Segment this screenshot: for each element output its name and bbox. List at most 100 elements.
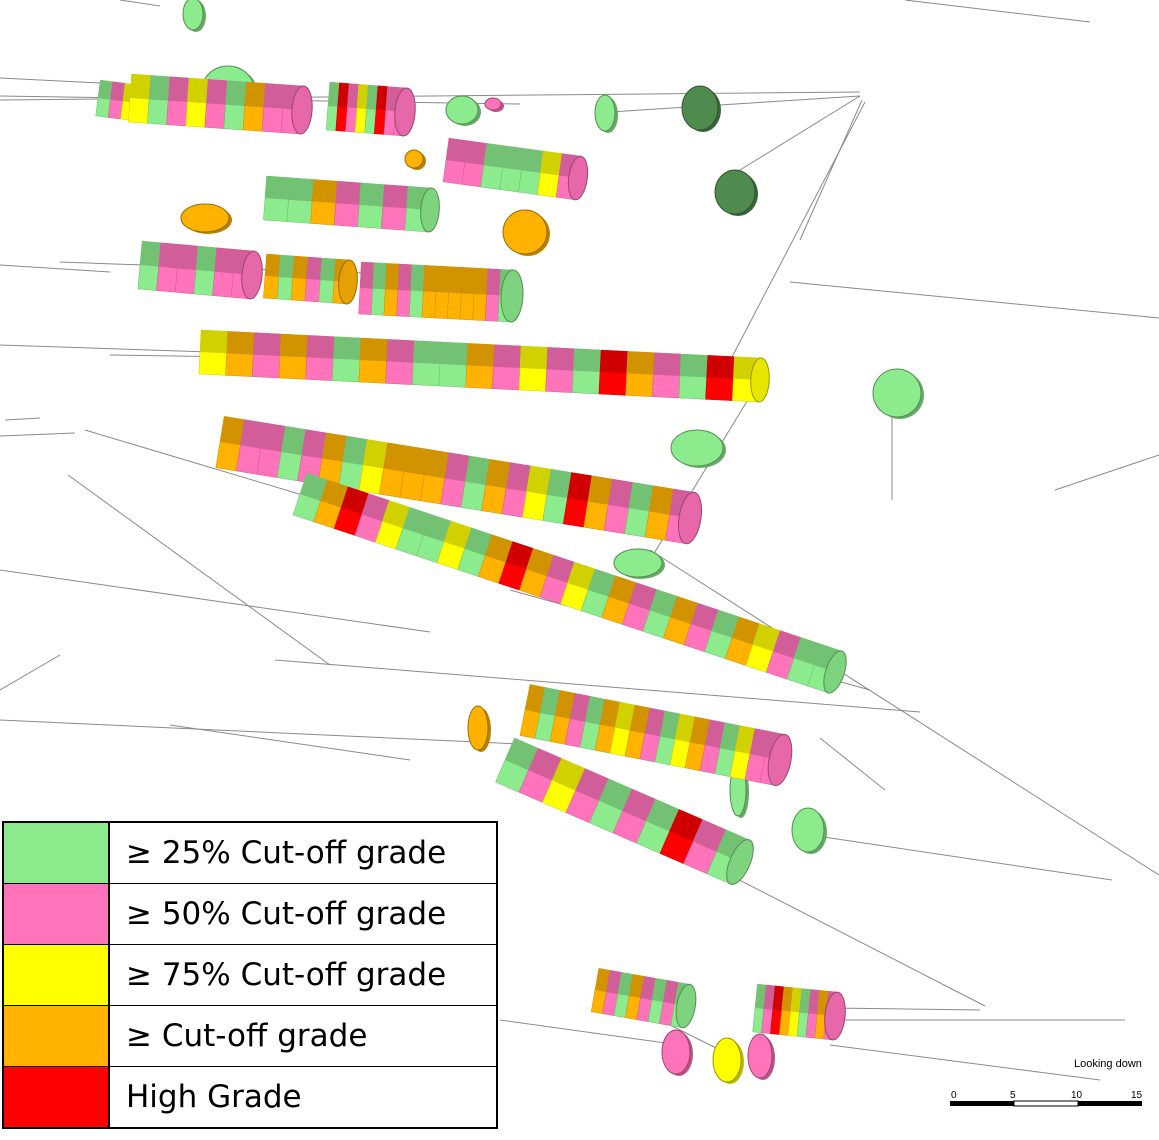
scale-bar bbox=[950, 1100, 1142, 1107]
grade-interval-shade bbox=[585, 696, 606, 725]
legend-swatch bbox=[4, 1067, 110, 1127]
grade-interval-shade bbox=[280, 334, 308, 358]
drill-trace bbox=[4, 417, 41, 421]
grade-interval-shade bbox=[461, 267, 476, 294]
legend-swatch bbox=[4, 884, 110, 944]
grade-interval-shade bbox=[663, 980, 679, 1004]
drill-trace bbox=[0, 569, 431, 633]
grade-interval-shade bbox=[386, 339, 415, 363]
grade-interval-shade bbox=[98, 80, 113, 100]
grade-legend: ≥ 25% Cut-off grade ≥ 50% Cut-off grade … bbox=[2, 821, 498, 1129]
grade-interval-shade bbox=[363, 439, 388, 469]
grade-interval-shade bbox=[265, 176, 291, 200]
interval-face bbox=[747, 1033, 773, 1079]
drillhole-r3b bbox=[263, 253, 358, 305]
grade-interval-shade bbox=[265, 254, 281, 277]
grade-interval-shade bbox=[306, 335, 335, 359]
grade-interval-shade bbox=[226, 331, 255, 355]
grade-interval-shade bbox=[587, 475, 613, 505]
grade-interval-shade bbox=[168, 76, 190, 102]
legend-label: High Grade bbox=[126, 1079, 302, 1115]
drillhole-r2a bbox=[263, 175, 440, 233]
grade-interval-shade bbox=[711, 610, 740, 638]
grade-interval-shade bbox=[626, 351, 655, 375]
grade-interval-shade bbox=[660, 710, 681, 740]
drillhole-r5a bbox=[215, 416, 703, 545]
grade-interval-shade bbox=[680, 354, 708, 378]
legend-swatch bbox=[4, 1006, 110, 1066]
grade-interval-shade bbox=[630, 705, 651, 734]
grade-interval-shade bbox=[444, 521, 472, 549]
grade-interval-shade bbox=[301, 429, 327, 459]
grade-interval-shade bbox=[526, 465, 552, 495]
grade-interval-shade bbox=[385, 86, 398, 112]
drillhole-r7a bbox=[519, 684, 793, 787]
grade-interval-shade bbox=[763, 985, 776, 1010]
grade-interval-shade bbox=[366, 85, 378, 110]
grade-interval-shade bbox=[402, 507, 431, 536]
grade-interval-shade bbox=[436, 266, 451, 293]
grade-interval-shade bbox=[799, 988, 811, 1014]
grade-interval-shade bbox=[485, 534, 513, 563]
drillhole-r1c bbox=[325, 81, 416, 137]
scale-tick-label: 0 bbox=[951, 1090, 957, 1101]
grade-interval-shade bbox=[617, 972, 633, 996]
drillhole-end-cap bbox=[823, 650, 847, 694]
grade-interval-shade bbox=[253, 332, 282, 356]
grade-interval-shade bbox=[158, 242, 180, 269]
grade-interval-shade bbox=[546, 347, 575, 371]
drill-trace bbox=[169, 724, 411, 761]
grade-interval-shade bbox=[595, 968, 611, 992]
grade-interval-shade bbox=[567, 472, 592, 502]
grade-interval-shade bbox=[464, 527, 493, 556]
grade-interval-shade bbox=[320, 479, 349, 508]
grade-interval-shade bbox=[446, 138, 468, 163]
grade-interval-shade bbox=[599, 778, 633, 811]
grade-interval-shade bbox=[220, 416, 245, 446]
drill-trace bbox=[819, 737, 886, 791]
grade-interval-shade bbox=[281, 426, 306, 456]
grade-interval-shade bbox=[423, 265, 438, 292]
legend-label: ≥ 50% Cut-off grade bbox=[126, 896, 447, 932]
drillhole-r2b bbox=[442, 137, 589, 201]
grade-interval-shade bbox=[342, 436, 368, 466]
scale-tick-label: 15 bbox=[1131, 1090, 1143, 1101]
grade-interval-shade bbox=[645, 708, 666, 737]
grade-interval-shade bbox=[444, 452, 470, 482]
scale-tick-label: 10 bbox=[1071, 1090, 1083, 1101]
grade-interval-shade bbox=[398, 264, 413, 291]
grade-interval-shade bbox=[505, 541, 534, 570]
grade-interval-shade bbox=[653, 352, 682, 376]
drill-trace bbox=[904, 0, 1091, 23]
drillhole-end-cap bbox=[824, 991, 846, 1041]
drill-trace bbox=[0, 344, 211, 353]
drillhole-end-cap bbox=[567, 155, 589, 201]
view-direction-label: Looking down bbox=[1074, 1058, 1142, 1070]
interval-face bbox=[445, 95, 479, 125]
grade-interval-shade bbox=[706, 355, 735, 379]
grade-interval-shade bbox=[690, 716, 711, 746]
grade-interval-shade bbox=[483, 143, 506, 168]
grade-interval-shade bbox=[606, 970, 622, 994]
grade-interval-shade bbox=[735, 725, 756, 755]
grade-interval-shade bbox=[640, 976, 656, 1000]
grade-interval-shade bbox=[528, 748, 562, 781]
grade-interval-shade bbox=[382, 500, 410, 529]
grade-interval-shade bbox=[465, 455, 490, 485]
grade-interval-shade bbox=[328, 82, 340, 107]
interval-face bbox=[714, 169, 756, 215]
grade-interval-shade bbox=[110, 81, 126, 102]
grade-interval-shade bbox=[337, 82, 350, 108]
interval-face bbox=[670, 429, 724, 467]
grade-interval-shade bbox=[486, 268, 501, 296]
drill-trace bbox=[719, 869, 986, 1007]
legend-item: High Grade bbox=[4, 1067, 496, 1127]
grade-interval-shade bbox=[750, 728, 771, 758]
grade-interval-shade bbox=[705, 719, 726, 749]
grade-interval-shade bbox=[669, 809, 703, 842]
grade-interval-shade bbox=[410, 264, 425, 292]
grade-interval-shade bbox=[292, 256, 309, 279]
grade-interval-shade bbox=[361, 493, 390, 522]
drillhole-end-cap bbox=[338, 259, 358, 305]
grade-interval-shade bbox=[525, 684, 546, 713]
